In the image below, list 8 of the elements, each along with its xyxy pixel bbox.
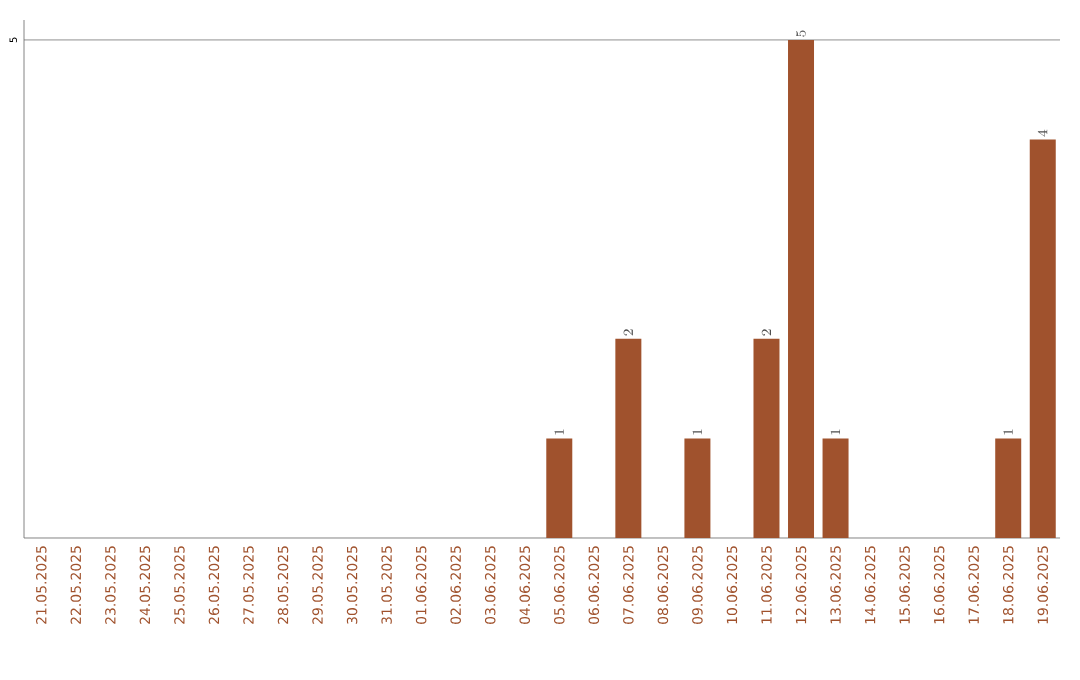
bar bbox=[788, 39, 815, 538]
bar bbox=[822, 438, 849, 538]
bar bbox=[1029, 139, 1056, 538]
bar bbox=[615, 338, 642, 538]
bar bbox=[684, 438, 711, 538]
bar bbox=[753, 338, 780, 538]
bar bbox=[995, 438, 1022, 538]
bar bbox=[546, 438, 573, 538]
